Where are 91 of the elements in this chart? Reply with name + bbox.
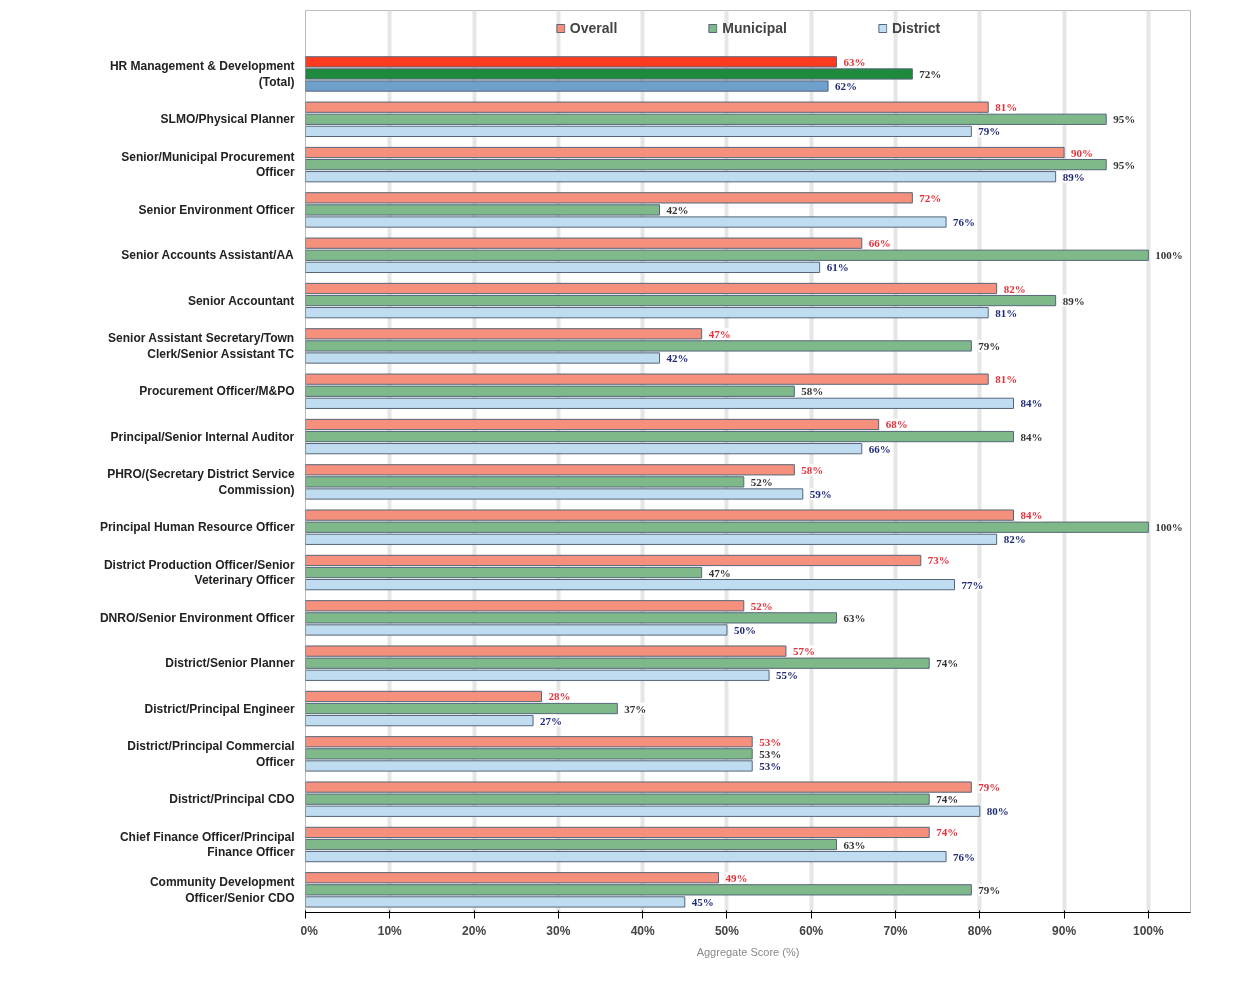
y-tick-label: DNRO/Senior Environment Officer <box>99 610 295 625</box>
data-label: 74% <box>936 793 959 806</box>
data-label: 53% <box>759 759 782 772</box>
x-tick-label: 0% <box>300 923 319 938</box>
y-tick-label: Senior/Municipal Procurement Officer <box>121 149 295 180</box>
y-tick-label: Community Development Officer/Senior CDO <box>149 875 295 905</box>
data-label: 76% <box>953 216 976 229</box>
data-label: 53% <box>759 735 782 748</box>
y-tick-label: District/Senior Planner <box>165 656 295 671</box>
data-label: 74% <box>936 657 959 670</box>
x-tick-label: 100% <box>1133 923 1165 938</box>
x-tick-label: 50% <box>714 923 740 938</box>
data-label: 90% <box>1071 146 1094 159</box>
y-tick-label: Senior Environment Officer <box>138 202 295 217</box>
data-label: 72% <box>919 191 942 204</box>
data-label: 95% <box>1113 158 1136 171</box>
data-label: 68% <box>885 418 908 431</box>
data-label: 72% <box>919 67 942 80</box>
x-tick-label: 40% <box>630 923 655 938</box>
data-label: 59% <box>809 487 832 500</box>
data-label: 53% <box>759 747 782 760</box>
data-label: 73% <box>927 554 950 567</box>
data-label: 58% <box>801 385 824 398</box>
data-label: 63% <box>843 838 866 851</box>
data-label: 42% <box>666 203 689 216</box>
data-label: 66% <box>868 442 891 455</box>
data-label: 27% <box>540 714 563 727</box>
x-tick-label: 10% <box>377 923 403 938</box>
y-tick-label: Senior Accountant <box>187 293 295 308</box>
data-label: 79% <box>978 339 1001 352</box>
data-label: 62% <box>835 80 858 93</box>
y-tick-label: District/Principal Engineer <box>144 701 295 716</box>
data-label: 50% <box>733 623 756 636</box>
y-tick-label: HR Management & Development (Total) <box>109 59 295 89</box>
y-tick-label: PHRO/(Secretary District Service Commission) <box>107 467 295 497</box>
legend-label: Municipal <box>722 20 787 36</box>
data-label: 77% <box>961 578 984 591</box>
data-label: 57% <box>792 645 815 658</box>
data-label: 55% <box>776 669 799 682</box>
data-label: 81% <box>995 101 1018 114</box>
data-label: 80% <box>986 805 1009 818</box>
x-tick-label: 80% <box>967 923 993 938</box>
data-label: 63% <box>843 611 866 624</box>
data-label: 52% <box>750 599 773 612</box>
data-label: 84% <box>1020 397 1043 410</box>
data-label: 47% <box>708 566 731 579</box>
data-label: 100% <box>1155 521 1183 534</box>
data-label: 95% <box>1113 113 1136 126</box>
data-label: 89% <box>1062 294 1085 307</box>
y-tick-label: Senior Accounts Assistant/AA <box>121 248 295 263</box>
data-label: 84% <box>1020 509 1043 522</box>
data-label: 84% <box>1020 430 1043 443</box>
data-label: 52% <box>750 475 773 488</box>
y-tick-label: District Production Officer/Senior Veterinary Officer <box>103 557 295 588</box>
data-label: 49% <box>725 871 748 884</box>
data-label: 61% <box>826 261 849 274</box>
data-label: 81% <box>995 306 1018 319</box>
x-tick-label: 90% <box>1052 923 1077 938</box>
data-label: 79% <box>978 781 1001 794</box>
x-tick-label: 60% <box>799 923 824 938</box>
y-tick-label: Principal/Senior Internal Auditor <box>110 429 295 444</box>
data-label: 81% <box>995 373 1018 386</box>
data-label: 42% <box>666 352 689 364</box>
data-label: 45% <box>691 895 714 908</box>
data-label: 66% <box>868 237 891 250</box>
legend-label: Overall <box>569 20 618 36</box>
data-label: 79% <box>978 883 1001 896</box>
y-tick-label: Chief Finance Officer/Principal Finance Officer <box>119 829 295 860</box>
data-label: 82% <box>1003 282 1026 295</box>
x-axis-title: Aggregate Score (%) <box>696 945 800 958</box>
y-tick-label: District/Principal CDO <box>169 792 295 807</box>
y-tick-label: District/Principal Commercial Officer <box>127 739 295 769</box>
data-label: 100% <box>1155 249 1183 262</box>
data-label: 58% <box>801 463 824 476</box>
data-label: 74% <box>936 826 959 839</box>
y-tick-label: Principal Human Resource Officer <box>99 520 295 535</box>
data-label: 89% <box>1062 170 1085 183</box>
data-label: 76% <box>953 850 976 863</box>
y-tick-label: SLMO/Physical Planner <box>160 112 295 127</box>
data-label: 47% <box>708 327 731 340</box>
legend-label: District <box>891 20 941 36</box>
x-tick-label: 70% <box>883 923 908 938</box>
data-label: 37% <box>624 702 647 715</box>
x-tick-label: 30% <box>546 923 571 938</box>
x-tick-label: 20% <box>462 923 487 938</box>
y-tick-label: Procurement Officer/M&PO <box>139 384 295 399</box>
data-label: 82% <box>1003 533 1026 546</box>
data-label: 28% <box>548 690 571 703</box>
y-tick-label: Senior Assistant Secretary/Town Clerk/Senior Assistant TC <box>108 331 295 361</box>
data-label: 79% <box>978 125 1001 138</box>
data-label: 63% <box>843 55 866 68</box>
